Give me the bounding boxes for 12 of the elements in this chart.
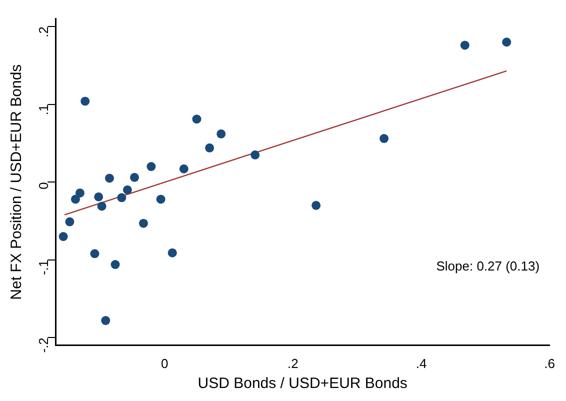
x-tick-label: .6 — [544, 356, 555, 371]
y-tick-label: -.2 — [36, 338, 52, 353]
x-tick-label: 0 — [161, 356, 168, 371]
x-axis-title: USD Bonds / USD+EUR Bonds — [198, 375, 408, 392]
x-tick-label: .4 — [416, 356, 427, 371]
x-tick-label: .2 — [288, 356, 298, 371]
y-tick-label: .1 — [36, 104, 52, 116]
y-tick-label: -.1 — [36, 260, 52, 276]
y-tick-label: .2 — [36, 26, 52, 38]
y-tick-label: 0 — [36, 182, 52, 190]
annotation: Slope: 0.27 (0.13) — [436, 258, 540, 274]
y-axis-title: Net FX Position / USD+EUR Bonds — [8, 64, 26, 300]
